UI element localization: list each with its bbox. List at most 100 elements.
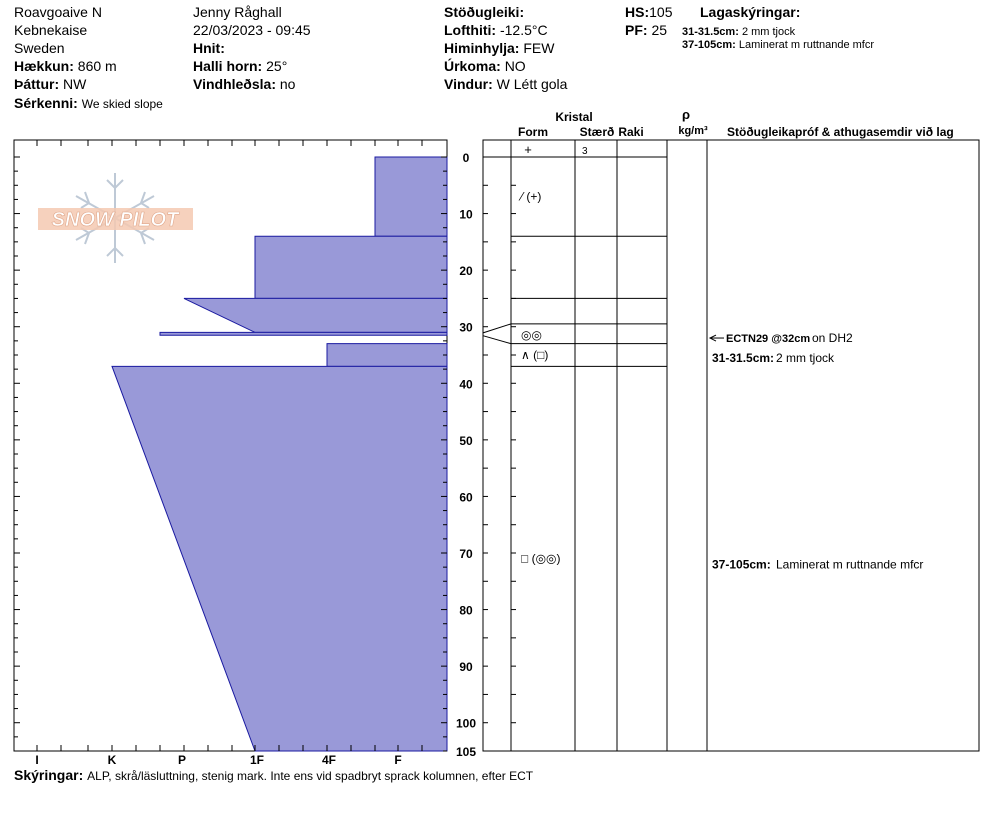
pf: PF: 25 [625, 22, 667, 38]
wind-loading: Vindhleðsla: no [193, 76, 295, 92]
footer-text: ALP, skrå/läsluttning, stenig mark. Inte… [87, 769, 534, 783]
elevation: Hækkun: 860 m [14, 58, 117, 74]
aspect-label: Þáttur: [14, 76, 60, 92]
header-size-value: 3 [582, 146, 588, 157]
location: Roavgoaive N [14, 4, 102, 20]
wind-loading-label: Vindhleðsla: [193, 76, 276, 92]
slope-value: 25° [266, 58, 288, 74]
air-temp-label: Lofthiti: [444, 22, 497, 38]
depth-label-40: 40 [459, 377, 473, 391]
depth-label-100: 100 [456, 717, 476, 731]
profile-layer-4 [159, 331, 448, 336]
moisture-header: Raki [618, 125, 643, 139]
sky: Himinhylja: FEW [444, 40, 554, 56]
features: Sérkenni: We skied slope [14, 95, 163, 112]
depth-label-70: 70 [459, 547, 473, 561]
depth-label-80: 80 [459, 604, 473, 618]
layer-note-text-1: 2 mm tjock [776, 351, 835, 365]
profile-layer-2 [254, 235, 448, 299]
grain-form-3: ∧ (□) [521, 348, 548, 362]
ect-test-label: ECTN29 @32cm [726, 333, 810, 345]
wind-label: Vindur: [444, 76, 493, 92]
crystal-header: Kristal [555, 110, 592, 124]
header-form-symbol: + [524, 142, 532, 157]
wind-value: W Létt gola [496, 76, 568, 92]
layer-table-frame [482, 139, 980, 752]
pf-value: 25 [651, 22, 668, 38]
elevation-label: Hækkun: [14, 58, 74, 74]
hs-value: 105 [649, 4, 673, 20]
footer-comments: Skýringar: ALP, skrå/läsluttning, stenig… [14, 767, 533, 784]
layer-boundaries [482, 235, 667, 367]
features-label: Sérkenni: [14, 95, 78, 111]
profile-layer-7 [111, 365, 448, 752]
ect-test-note: on DH2 [812, 331, 853, 345]
hardness-profile [111, 156, 448, 752]
stability-notes: ECTN29 @32cm on DH2 31-31.5cm: 2 mm tjock 37… [708, 331, 923, 571]
grain-form-symbols: ⁄ (+) ◎◎ ∧ (□) □ (◎◎) [518, 190, 561, 566]
footer-label: Skýringar: [14, 767, 84, 783]
profile-layer-6 [326, 343, 448, 367]
depth-label-60: 60 [459, 490, 473, 504]
depth-label-30: 30 [459, 321, 473, 335]
elevation-value: 860 m [77, 58, 117, 74]
slope: Halli horn: 25° [193, 58, 287, 74]
layer-note-text-2: Laminerat m ruttnande mfcr [776, 557, 923, 571]
coords-label: Hnit: [193, 40, 225, 56]
legend-title: Lagaskýringar: [700, 4, 801, 20]
aspect: Þáttur: NW [14, 76, 86, 92]
depth-label-0: 0 [463, 151, 470, 165]
precip-value: NO [504, 58, 526, 74]
wind-loading-value: no [279, 76, 296, 92]
precip-label: Úrkoma: [444, 58, 501, 74]
hs-label: HS: [625, 4, 650, 20]
air-temp: Lofthiti: -12.5°C [444, 22, 548, 38]
precip: Úrkoma: NO [444, 58, 526, 74]
legend-item-1: 31-31.5cm: 2 mm tjock [682, 24, 795, 40]
hardness-label-F: F [394, 753, 401, 767]
profile-layer-1 [374, 156, 448, 237]
layer-note-range-1: 31-31.5cm: [712, 351, 774, 365]
hardness-label-I: I [35, 753, 38, 767]
features-value: We skied slope [81, 97, 163, 111]
sky-label: Himinhylja: [444, 40, 520, 56]
depth-label-105: 105 [456, 745, 476, 759]
thin-layer-connector-bottom [482, 335, 512, 345]
legend-range-1: 31-31.5cm: [682, 26, 739, 38]
grain-form-4: □ (◎◎) [521, 552, 561, 566]
thin-layer-connector-top [482, 323, 512, 334]
depth-label-50: 50 [459, 434, 473, 448]
depth-axis: 0 10 20 30 40 50 60 70 80 90 100 105 [14, 151, 476, 759]
datetime: 22/03/2023 - 09:45 [193, 22, 311, 38]
aspect-value: NW [63, 76, 87, 92]
ect-arrow-head [708, 334, 717, 342]
hardness-axis: I K P 1F 4F F [13, 140, 423, 767]
hs: HS:105 [625, 4, 672, 20]
legend-item-2: 37-105cm: Laminerat m ruttnande mfcr [682, 37, 874, 53]
legend-text-1: 2 mm tjock [741, 26, 796, 38]
hardness-label-4F: 4F [322, 753, 336, 767]
grain-form-2: ◎◎ [521, 328, 542, 342]
stability-label: Stöðugleiki: [444, 4, 525, 20]
tests-header: Stöðugleikapróf & athugasemdir við lag [727, 125, 954, 139]
depth-label-90: 90 [459, 660, 473, 674]
depth-label-20: 20 [459, 264, 473, 278]
wind: Vindur: W Létt gola [444, 76, 567, 92]
rho-header: ρ [682, 107, 690, 122]
legend-range-2: 37-105cm: [682, 39, 736, 51]
observer: Jenny Råghall [193, 4, 282, 20]
density-unit-header: kg/m³ [678, 125, 708, 137]
sky-value: FEW [523, 40, 555, 56]
slope-label: Halli horn: [193, 58, 263, 74]
hardness-label-1F: 1F [250, 753, 264, 767]
air-temp-value: -12.5°C [499, 22, 548, 38]
hardness-label-P: P [178, 753, 186, 767]
legend-text-2: Laminerat m ruttnande mfcr [738, 39, 875, 51]
table-depth-ticks [483, 156, 516, 752]
region: Kebnekaise [14, 22, 88, 38]
depth-label-10: 10 [459, 208, 473, 222]
hardness-label-K: K [108, 753, 117, 767]
layer-note-range-2: 37-105cm: [712, 557, 771, 571]
profile-layer-3 [183, 297, 448, 333]
